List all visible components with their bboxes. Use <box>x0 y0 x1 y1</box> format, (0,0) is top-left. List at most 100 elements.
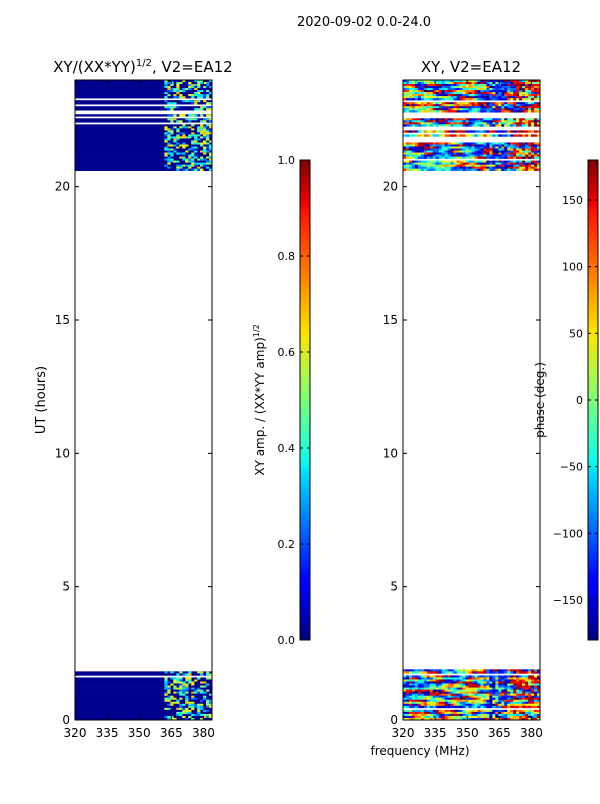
phase-cell <box>516 675 520 678</box>
phase-cell <box>426 705 431 709</box>
phase-cell <box>504 675 508 678</box>
phase-cell <box>474 160 478 163</box>
phase-cell <box>477 715 481 719</box>
phase-cell <box>489 118 493 121</box>
amplitude-cell <box>194 697 198 701</box>
amplitude-cell <box>167 128 171 131</box>
phase-cell <box>519 160 523 163</box>
phase-cell <box>492 122 496 125</box>
phase-cell <box>525 685 529 688</box>
amplitude-cell <box>203 713 207 717</box>
phase-cell <box>483 671 487 674</box>
phase-cell <box>510 142 514 145</box>
amplitude-cell <box>200 126 204 129</box>
phase-cell <box>507 711 511 715</box>
phase-cell <box>498 164 502 167</box>
amplitude-cell <box>209 158 213 161</box>
amplitude-row-cell <box>75 689 212 692</box>
phase-cell <box>477 705 481 709</box>
phase-cell <box>522 84 526 87</box>
phase-cell <box>474 689 478 692</box>
amplitude-cell <box>191 148 195 151</box>
phase-cell <box>411 82 416 85</box>
phase-cell <box>420 693 425 696</box>
amplitude-cell <box>179 96 183 99</box>
phase-cell <box>456 86 460 89</box>
phase-cell <box>465 156 469 159</box>
phase-cell <box>498 90 502 93</box>
phase-cell <box>441 108 445 111</box>
phase-cbar-tick-label: −50 <box>560 461 583 474</box>
phase-cell <box>405 122 410 125</box>
phase-cell <box>525 689 529 692</box>
phase-cell <box>405 164 410 167</box>
phase-cell <box>477 88 481 91</box>
phase-cell <box>435 120 440 123</box>
phase-cell <box>474 80 478 83</box>
phase-cell <box>429 687 434 690</box>
amplitude-cell <box>185 88 189 91</box>
phase-cell <box>420 96 425 99</box>
phase-cell <box>498 94 502 97</box>
phase-cell <box>414 703 419 707</box>
phase-cell <box>483 677 487 680</box>
phase-cell <box>507 703 511 707</box>
phase-cell <box>501 154 505 157</box>
phase-cell <box>528 80 532 83</box>
phase-cell <box>471 701 475 705</box>
phase-cell <box>423 148 428 151</box>
phase-cell <box>441 94 445 97</box>
phase-cell <box>403 713 407 717</box>
phase-cell <box>537 164 541 167</box>
phase-cell <box>492 144 496 147</box>
phase-cell <box>403 695 407 699</box>
phase-cell <box>403 671 407 674</box>
phase-cell <box>507 92 511 95</box>
phase-cell <box>405 671 410 674</box>
phase-cell <box>528 162 532 165</box>
phase-cell <box>480 108 484 111</box>
phase-cell <box>492 94 496 97</box>
phase-cell <box>507 148 511 151</box>
phase-cell <box>513 695 517 699</box>
phase-cell <box>513 106 517 109</box>
amplitude-cell <box>200 673 204 676</box>
phase-cell <box>432 697 437 701</box>
phase-cell <box>453 689 457 692</box>
phase-cell <box>501 709 505 713</box>
phase-cell <box>426 160 431 163</box>
phase-cell <box>510 130 514 133</box>
phase-cell <box>429 144 434 147</box>
phase-cell <box>403 86 407 89</box>
phase-cell <box>435 86 440 89</box>
phase-cell <box>516 150 520 153</box>
phase-cell <box>450 677 454 680</box>
phase-cell <box>474 84 478 87</box>
phase-cell <box>438 715 443 719</box>
phase-cell <box>534 709 538 713</box>
phase-cell <box>435 687 440 690</box>
phase-cell <box>498 679 502 682</box>
phase-cell <box>408 693 413 696</box>
phase-cell <box>480 701 484 705</box>
phase-cell <box>411 146 416 149</box>
phase-cell <box>465 160 469 163</box>
amplitude-cell <box>182 90 186 93</box>
phase-cell <box>405 144 410 147</box>
phase-cell <box>531 152 535 155</box>
phase-cell <box>519 671 523 674</box>
phase-cell <box>432 124 437 127</box>
phase-cell <box>507 705 511 709</box>
phase-cell <box>531 709 535 713</box>
phase-cell <box>495 671 499 674</box>
phase-cell <box>429 162 434 165</box>
amplitude-cell <box>194 84 198 87</box>
phase-cell <box>426 130 431 133</box>
phase-cell <box>468 120 472 123</box>
phase-cell <box>528 671 532 674</box>
phase-cell <box>489 120 493 123</box>
phase-cell <box>411 717 416 721</box>
phase-cell <box>417 84 422 87</box>
phase-cell <box>459 144 463 147</box>
phase-cell <box>429 681 434 684</box>
